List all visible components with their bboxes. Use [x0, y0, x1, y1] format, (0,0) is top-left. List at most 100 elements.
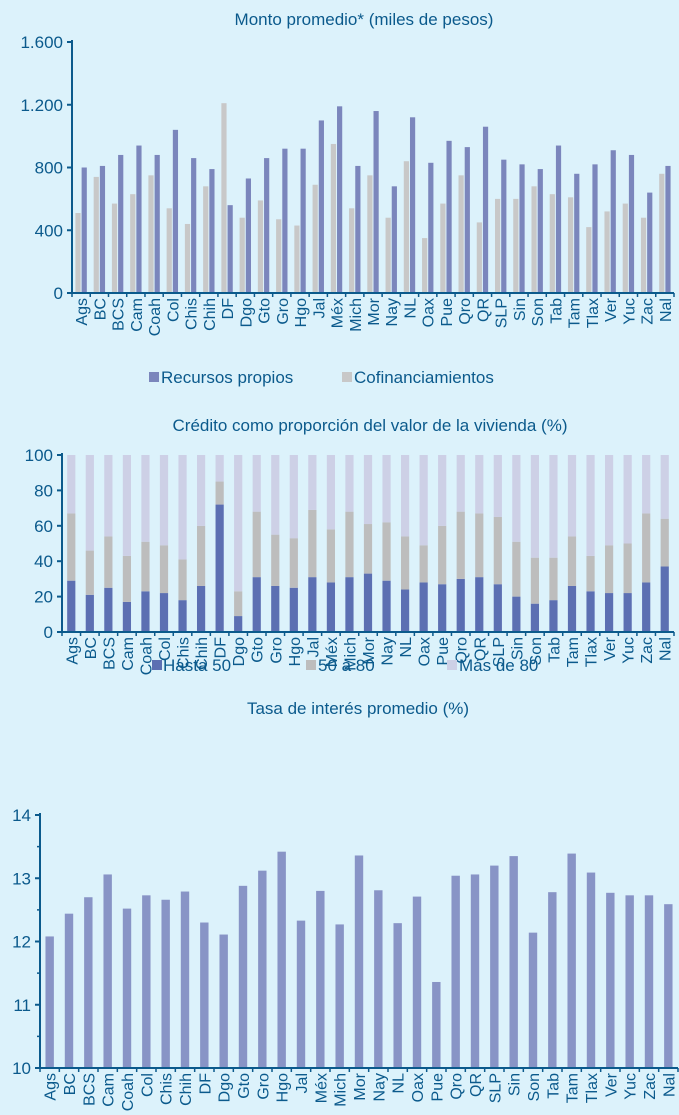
legend-label-mas-de-80: Más de 80 [459, 656, 538, 675]
x-tick-label-df: DF [213, 637, 230, 659]
bar-recursos-propios-mex [337, 106, 343, 293]
x-tick-label-dgo: Dgo [238, 298, 255, 327]
bar-recursos-propios-gto [264, 158, 270, 293]
bar-cofinanciamientos-nay [385, 217, 391, 293]
legend-swatch-recursos-propios [149, 372, 159, 382]
x-tick-label-cam: Cam [120, 637, 137, 671]
bar-hasta-50-sin [512, 596, 521, 632]
bar-tasa-chis [161, 899, 170, 1068]
bar-50-a-80-pue [438, 525, 447, 585]
bar-cofinanciamientos-chih [203, 186, 209, 293]
bar-tasa-hgo [277, 851, 286, 1068]
bar-hasta-50-coah [141, 591, 150, 632]
plot-area: 10 11 12 13 14 Ags BC BCS Cam Coah Col Chis Chih DF Dg… [12, 806, 679, 1111]
legend-label-recursos-propios: Recursos propios [161, 368, 293, 387]
bar-tasa-tab [548, 892, 557, 1068]
bar-recursos-propios-oax [428, 162, 434, 293]
bar-hasta-50-gro [271, 585, 280, 632]
bar-hasta-50-dgo [234, 616, 243, 632]
x-tick-label-son: Son [530, 298, 547, 326]
bar-tasa-bcs [84, 897, 93, 1068]
x-tick-label-coah: Coah [147, 298, 164, 336]
x-tick-label-df: DF [220, 298, 237, 320]
x-tick-label-son: Son [526, 1073, 543, 1101]
x-tick-label-tlax: Tlax [584, 1073, 601, 1103]
bar-50-a-80-mex [326, 529, 336, 583]
bar-recursos-propios-tam [574, 173, 580, 293]
x-tick-label-ags: Ags [74, 298, 91, 326]
legend-label-cofinanciamientos: Cofinanciamientos [354, 368, 494, 387]
bar-cofinanciamientos-nl [403, 161, 409, 293]
bar-50-a-80-dgo [234, 591, 243, 617]
bar-recursos-propios-sin [519, 164, 525, 293]
x-tick-label-coah: Coah [138, 637, 155, 675]
x-tick-label-chih: Chih [202, 298, 219, 331]
x-tick-label-bcs: BCS [81, 1073, 98, 1106]
bar-cofinanciamientos-qr [476, 222, 482, 293]
bar-50-a-80-tab [549, 557, 558, 601]
y-tick-label: 80 [34, 481, 53, 500]
bar-hasta-50-tlax [586, 591, 595, 632]
legend-swatch-mas-de-80 [447, 660, 457, 670]
bar-50-a-80-zac [642, 513, 651, 583]
x-tick-label-mor: Mor [352, 1072, 369, 1100]
bar-tasa-gto [238, 885, 248, 1068]
x-tick-label-ags: Ags [43, 1073, 60, 1101]
x-tick-label-mich: Mich [342, 637, 359, 671]
x-tick-label-zac: Zac [642, 1073, 659, 1100]
bar-mas-de-80-chis [178, 455, 187, 560]
x-tick-label-qr: QR [475, 298, 492, 322]
chart-title: Tasa de interés promedio (%) [247, 699, 469, 718]
bar-50-a-80-slp [493, 516, 502, 585]
x-tick-label-nal: Nal [658, 637, 675, 661]
bar-mas-de-80-ags [67, 455, 76, 514]
bar-50-a-80-ags [67, 513, 76, 581]
x-tick-label-oax: Oax [410, 1073, 427, 1102]
legend-swatch-hasta-50 [152, 660, 162, 670]
bar-50-a-80-nay [382, 522, 391, 581]
x-tick-label-gro: Gro [275, 298, 292, 325]
legend-label-50-a-80: 50 a 80 [318, 656, 375, 675]
bar-hasta-50-zac [642, 582, 651, 632]
bar-50-a-80-gto [252, 511, 261, 578]
x-tick-label-pue: Pue [439, 298, 456, 327]
bar-mas-de-80-mex [326, 455, 336, 530]
x-tick-label-bc: BC [83, 637, 100, 659]
bar-recursos-propios-nl [409, 117, 416, 293]
x-tick-label-chis: Chis [159, 1073, 176, 1105]
bar-recursos-propios-dgo [245, 178, 251, 293]
bar-mas-de-80-pue [438, 455, 447, 526]
bar-recursos-propios-hgo [300, 148, 306, 293]
bar-tasa-yuc [625, 895, 634, 1068]
bar-recursos-propios-bcs [118, 154, 124, 293]
x-tick-label-nay: Nay [384, 298, 401, 326]
bar-hasta-50-ags [67, 580, 76, 632]
bar-cofinanciamientos-mex [330, 143, 337, 293]
x-tick-label-yuc: Yuc [621, 298, 638, 325]
bar-mas-de-80-bc [85, 455, 94, 551]
legend-swatch-50-a-80 [306, 660, 316, 670]
bar-recursos-propios-zac [647, 192, 653, 293]
x-tick-label-jal: Jal [305, 637, 322, 657]
x-tick-label-nay: Nay [371, 1073, 388, 1101]
chart-title: Crédito como proporción del valor de la … [173, 416, 568, 435]
bar-hasta-50-chis [178, 600, 187, 632]
x-tick-label-tam: Tam [567, 298, 584, 328]
plot-area: 0 20 40 60 80 100 Ags BC BCS Cam Coah Col Chis Chih DF… [25, 446, 675, 675]
x-tick-label-chis: Chis [184, 298, 201, 330]
x-tick-label-yuc: Yuc [623, 1073, 640, 1100]
bar-50-a-80-oax [419, 545, 428, 583]
x-tick-label-mex: Méx [330, 298, 347, 328]
x-tick-label-ver: Ver [603, 1072, 620, 1097]
bar-tasa-tlax [586, 872, 596, 1068]
x-tick-label-tab: Tab [545, 1073, 562, 1099]
bar-tasa-zac [644, 895, 654, 1068]
bar-50-a-80-ver [604, 545, 614, 594]
bar-hasta-50-hgo [289, 587, 298, 632]
bar-tasa-son [528, 932, 538, 1068]
x-tick-label-yuc: Yuc [621, 637, 638, 664]
legend: Recursos propios Cofinanciamientos [149, 368, 494, 387]
x-tick-label-gto: Gto [250, 637, 267, 663]
bar-recursos-propios-mor [373, 111, 379, 293]
bar-cofinanciamientos-mich [349, 208, 355, 293]
